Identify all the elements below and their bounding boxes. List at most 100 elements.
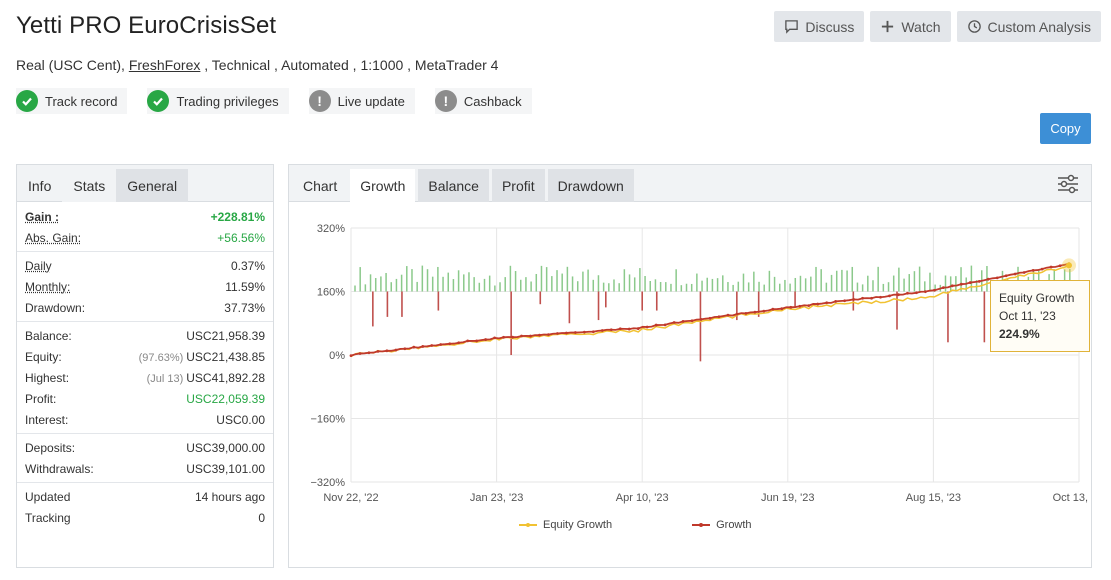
chart-settings-icon[interactable] (1057, 174, 1079, 194)
growth-point (349, 354, 353, 357)
growth-point (816, 302, 820, 306)
growth-point (771, 307, 775, 311)
stat-label: Updated (25, 489, 71, 504)
chart-panel: Chart Growth Balance Profit Drawdown 320… (288, 164, 1092, 568)
stat-value: 11.59% (225, 279, 265, 294)
growth-point (582, 330, 586, 334)
growth-point (538, 333, 541, 337)
y-tick-label: 0% (329, 350, 345, 362)
stat-value: 14 hours ago (194, 489, 265, 504)
stat-label[interactable]: Daily (25, 258, 52, 273)
growth-point (1022, 271, 1026, 274)
stat-value: USC21,958.39 (186, 328, 265, 343)
growth-point (1058, 264, 1062, 268)
plus-icon (882, 20, 894, 33)
growth-point (717, 315, 721, 319)
growth-point (879, 295, 882, 299)
growth-point (565, 331, 568, 335)
exclamation-icon: ! (434, 90, 457, 112)
growth-point (475, 339, 479, 343)
growth-point (457, 341, 461, 345)
stat-label[interactable]: Abs. Gain: (25, 230, 82, 245)
growth-point (502, 335, 505, 339)
badge-label: Track record (45, 93, 118, 109)
x-tick-label: Nov 22, '22 (323, 492, 378, 504)
tab-growth[interactable]: Growth (350, 169, 416, 202)
growth-point (681, 320, 685, 323)
stat-label: Deposits: (25, 440, 76, 455)
growth-point (708, 316, 712, 320)
growth-point (412, 345, 416, 349)
growth-point (941, 286, 945, 290)
growth-point (618, 327, 622, 331)
watch-label: Watch (901, 18, 941, 35)
stat-row-interest: Interest: USC0.00 (25, 409, 265, 430)
growth-point (1049, 265, 1053, 269)
stat-label: Drawdown: (25, 300, 86, 315)
stat-label[interactable]: Gain : (25, 209, 60, 224)
broker-link[interactable]: FreshForex (128, 57, 201, 73)
page-title: Yetti PRO EuroCrisisSet (16, 12, 277, 39)
custom-analysis-button[interactable]: Custom Analysis (956, 11, 1101, 42)
tab-balance[interactable]: Balance (418, 169, 489, 202)
y-tick-label: −160% (310, 414, 345, 426)
growth-point (448, 342, 452, 346)
growth-point (1040, 267, 1044, 271)
growth-point (726, 313, 730, 317)
badge-track-record: Track record (16, 88, 128, 114)
chart-tabs: Chart Growth Balance Profit Drawdown (289, 165, 1091, 202)
growth-point (986, 277, 990, 281)
growth-point (493, 336, 496, 340)
growth-point (654, 323, 658, 327)
stat-row-drawdown: Drawdown: 37.73% (25, 297, 265, 318)
exclamation-icon: ! (308, 90, 331, 112)
subtitle-prefix: Real (USC Cent), (16, 57, 129, 73)
tab-profit[interactable]: Profit (491, 169, 545, 202)
growth-point (520, 334, 523, 338)
stat-value: USC0.00 (216, 412, 265, 427)
stat-value: 37.73% (224, 300, 265, 315)
stat-label: Interest: (25, 412, 69, 427)
divider (17, 433, 273, 434)
legend-growth[interactable]: Growth (692, 519, 752, 531)
stat-row-withdrawals: Withdrawals: USC39,101.00 (25, 458, 265, 479)
growth-point (547, 333, 550, 337)
stat-value: +228.81% (210, 209, 265, 224)
badge-cashback: ! Cashback (434, 88, 532, 114)
growth-point (924, 290, 927, 294)
y-tick-label: −320% (310, 477, 345, 489)
tab-stats[interactable]: Stats (62, 169, 117, 202)
x-tick-label: Oct 13, '23 (1053, 492, 1091, 504)
tab-general[interactable]: General (116, 169, 189, 202)
stat-value: 0 (258, 510, 265, 525)
tab-info[interactable]: Info (28, 177, 52, 194)
y-tick-label: 160% (317, 287, 345, 299)
discuss-button[interactable]: Discuss (774, 11, 865, 42)
growth-point (789, 305, 793, 309)
growth-point (861, 296, 864, 300)
growth-point (825, 301, 829, 305)
tooltip-date: Oct 11, '23 (999, 309, 1056, 323)
growth-point (753, 310, 757, 314)
growth-chart[interactable]: 320% 160% 0% −160% −320% Nov 22, '22 Jan 23, '… (289, 203, 1091, 513)
stat-label[interactable]: Monthly: (25, 279, 71, 294)
legend-equity-growth[interactable]: Equity Growth (519, 519, 612, 531)
growth-point (798, 304, 802, 308)
stat-row-balance: Balance: USC21,958.39 (25, 325, 265, 346)
watch-button[interactable]: Watch (870, 11, 951, 42)
growth-point (807, 304, 811, 308)
tab-drawdown[interactable]: Drawdown (547, 169, 634, 202)
copy-button[interactable]: Copy (1040, 113, 1091, 144)
stat-value: USC41,892.28 (186, 370, 265, 385)
growth-point (627, 327, 631, 331)
legend-swatch (692, 523, 711, 527)
x-tick-label: Aug 15, '23 (906, 492, 961, 504)
tooltip-series: Equity Growth (999, 291, 1075, 305)
growth-point (735, 312, 739, 316)
check-icon (16, 90, 38, 112)
growth-point (636, 327, 640, 330)
growth-point (995, 276, 999, 280)
growth-point (430, 344, 434, 347)
growth-point (744, 311, 748, 315)
top-actions: Discuss Watch Custom Analysis (774, 11, 1101, 42)
